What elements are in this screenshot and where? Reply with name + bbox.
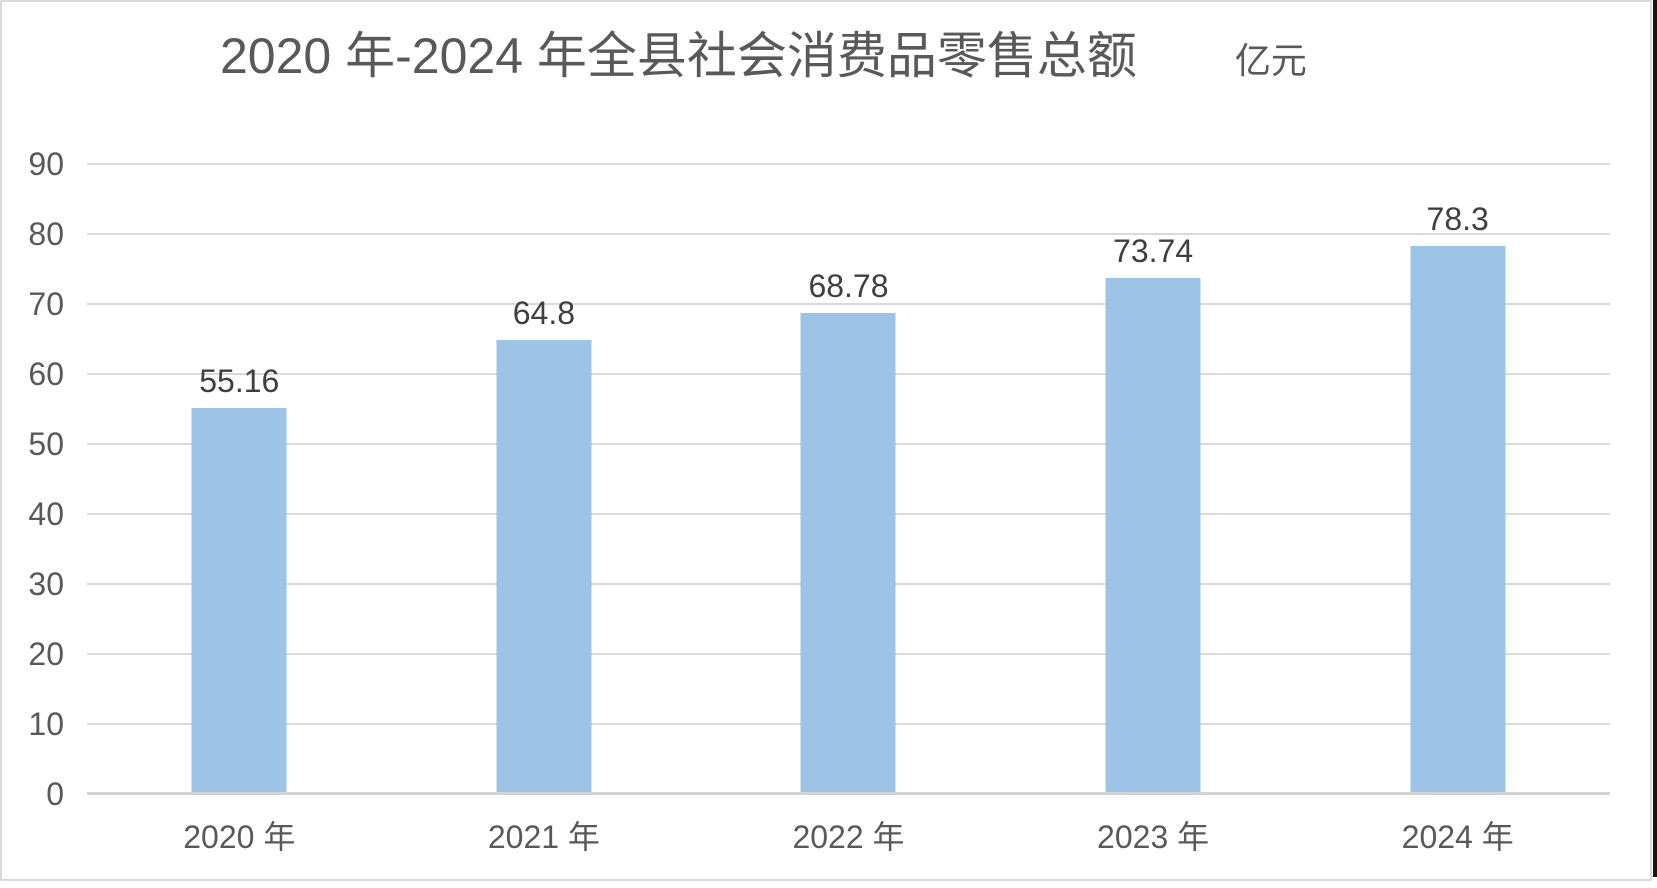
screen-right-edge (1653, 0, 1657, 877)
bar-value-label: 55.16 (199, 362, 280, 399)
x-axis-line (87, 792, 1610, 795)
bar-slot: 68.78 (696, 164, 1001, 794)
y-tick-label: 10 (28, 706, 64, 743)
x-tick-label: 2021 年 (487, 819, 600, 855)
bar-value-label: 68.78 (808, 267, 889, 304)
y-tick-label: 70 (28, 286, 64, 322)
y-tick-label: 20 (28, 636, 64, 673)
x-tick-label: 2022 年 (792, 819, 905, 855)
y-tick-label: 40 (28, 496, 64, 533)
x-axis: 2020 年 2021 年 2022 年 2023 年 2024 年 (87, 806, 1610, 866)
gridline (87, 233, 1610, 236)
y-tick-label: 90 (28, 146, 64, 182)
gridline (87, 163, 1610, 165)
y-tick-label: 0 (46, 776, 64, 812)
bar (496, 340, 592, 794)
x-tick-label: 2020 年 (183, 819, 296, 855)
chart-unit-label: 亿元 (1234, 40, 1307, 81)
bar (1410, 245, 1506, 794)
bar-slot: 73.74 (1001, 164, 1306, 794)
bar-value-label: 73.74 (1113, 232, 1194, 269)
bar (1105, 277, 1201, 794)
bar-value-label: 78.3 (1426, 200, 1489, 237)
bar-slot: 64.8 (392, 164, 697, 794)
bar (191, 407, 287, 794)
y-tick-label: 30 (28, 566, 64, 603)
gridline (87, 303, 1610, 305)
y-axis: 0 10 20 30 40 50 60 70 80 90 (2, 148, 64, 810)
x-tick-label: 2023 年 (1097, 819, 1210, 855)
y-tick-label: 50 (28, 426, 64, 462)
chart-title-row: 2020 年-2024 年全县社会消费品零售总额 亿元 (220, 24, 1307, 88)
plot-area: 55.16 64.8 68.78 73.74 78.3 (87, 163, 1610, 795)
bar-slot: 55.16 (87, 164, 392, 794)
bar-slot: 78.3 (1305, 164, 1610, 794)
y-tick-label: 60 (28, 356, 64, 393)
bar (800, 312, 896, 794)
y-tick-label: 80 (28, 216, 64, 253)
chart-title: 2020 年-2024 年全县社会消费品零售总额 (220, 28, 1137, 84)
bar-value-label: 64.8 (512, 295, 576, 332)
x-tick-label: 2024 年 (1401, 819, 1514, 855)
